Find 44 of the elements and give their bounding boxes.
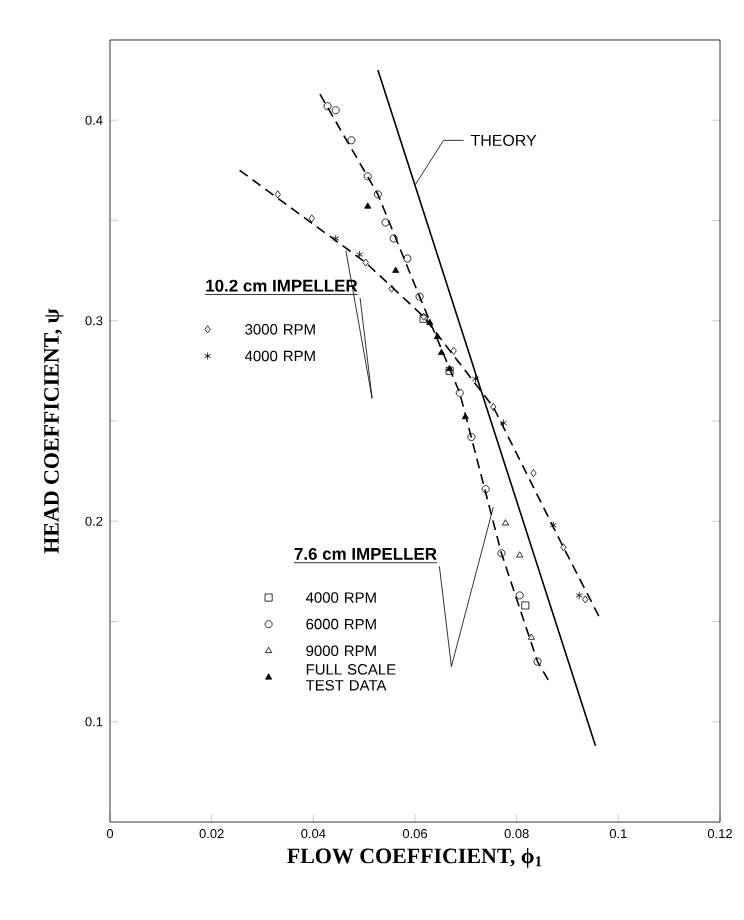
point xyxy=(521,601,530,610)
point xyxy=(515,591,524,600)
x-axis-title: FLOW COEFFICIENT, ϕ$_{1}$ xyxy=(287,847,542,868)
point xyxy=(437,348,445,355)
point xyxy=(516,551,524,558)
point xyxy=(356,250,364,259)
point xyxy=(364,202,372,209)
point xyxy=(533,657,542,666)
point xyxy=(560,543,567,552)
point xyxy=(455,388,464,397)
point xyxy=(331,106,340,115)
point xyxy=(575,591,583,600)
point xyxy=(332,234,340,243)
point xyxy=(389,234,398,243)
annotation: 7.6 cm IMPELLER xyxy=(294,547,437,560)
point xyxy=(274,190,281,199)
point xyxy=(347,136,356,145)
point xyxy=(388,284,395,293)
point xyxy=(308,214,315,223)
y-axis-title: HEAD COEFFICIENT, ψ xyxy=(44,308,64,554)
point xyxy=(373,190,382,199)
point xyxy=(433,332,441,339)
point xyxy=(450,346,457,355)
point xyxy=(362,258,369,267)
point xyxy=(501,519,509,526)
point xyxy=(499,418,507,427)
point xyxy=(497,549,506,558)
point xyxy=(481,485,490,494)
point xyxy=(549,521,557,530)
annotation: 10.2 cm IMPELLER xyxy=(206,279,358,292)
point xyxy=(323,102,332,111)
point xyxy=(582,595,589,604)
point xyxy=(471,374,479,383)
point xyxy=(403,254,412,263)
point xyxy=(381,218,390,227)
point xyxy=(467,433,476,441)
point xyxy=(527,633,535,640)
point xyxy=(363,172,372,181)
point xyxy=(392,266,400,273)
point xyxy=(461,412,469,420)
point xyxy=(490,402,497,411)
point xyxy=(426,318,434,325)
point xyxy=(415,292,424,301)
point xyxy=(530,469,537,478)
